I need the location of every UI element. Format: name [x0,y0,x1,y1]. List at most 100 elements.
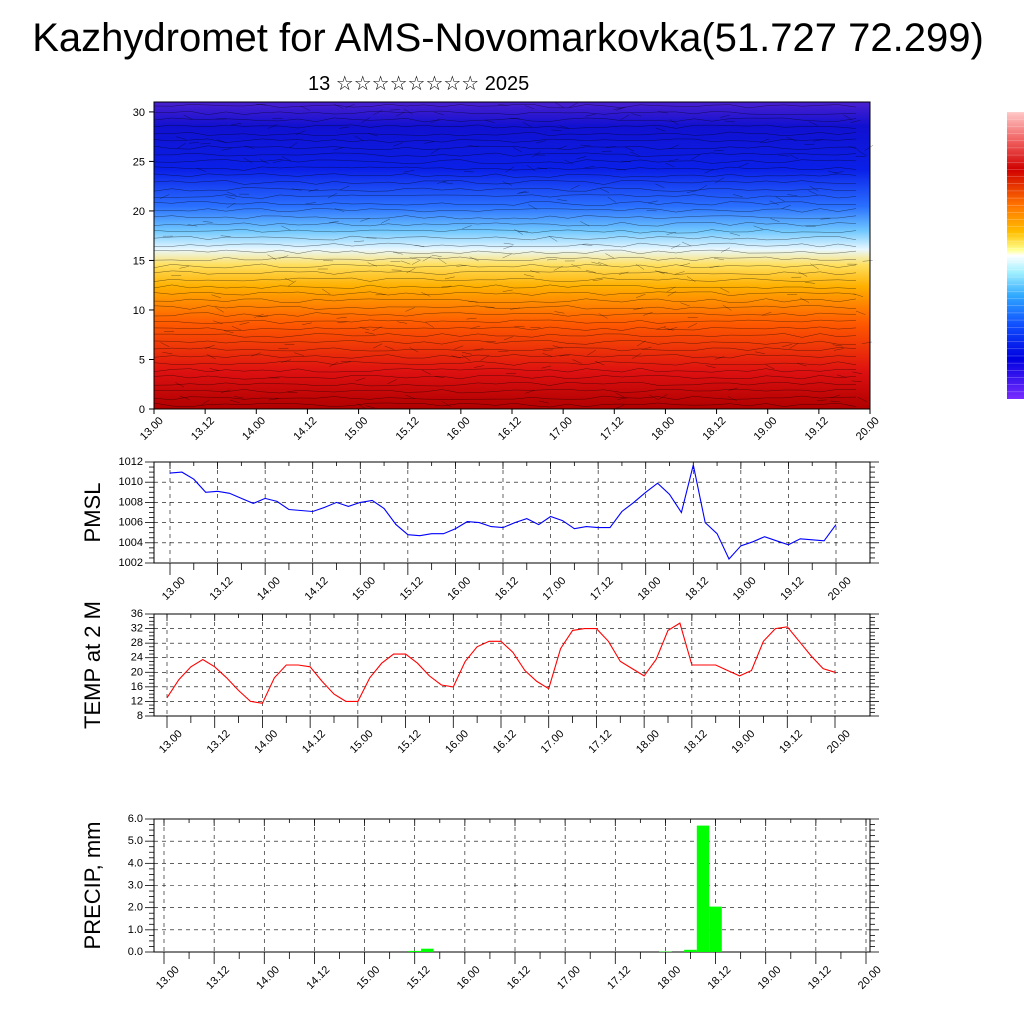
wind-barb [836,374,847,378]
wind-barb [372,326,382,331]
precip-panel: 0.0 1.0 2.0 3.0 4.0 5.0 6.0 13.00 13.12 14.00 14.1… [80,813,884,992]
wind-barb [354,135,364,141]
wind-barb [617,397,628,400]
wind-barb [630,151,640,156]
wind-barb [857,397,868,402]
wind-barb [636,340,646,347]
wind-barb [200,399,210,406]
x-tick-label: 18.00 [636,575,664,603]
wind-barb [526,165,536,172]
x-tick-label: 15.12 [394,415,422,443]
wind-barb [728,387,739,391]
wind-barb [392,251,403,255]
wind-barb [648,200,658,204]
x-tick-label: 16.12 [493,575,521,603]
wind-barb [380,218,391,224]
y-tick-label: 8 [137,710,143,722]
wind-streamline [153,263,857,269]
wind-barb [456,264,467,267]
wind-barb [409,257,420,260]
x-tick-label: 14.00 [255,575,283,603]
y-tick-label: 15 [133,255,145,267]
x-tick-label: 20.00 [854,415,882,443]
wind-barb [830,400,841,402]
wind-barb [796,362,807,367]
wind-barb [333,147,344,151]
wind-barb [810,263,819,270]
page-title: Kazhydromet for AMS-Novomarkovka(51.727 … [32,16,984,60]
wind-barb [373,343,383,349]
wind-barb [850,120,861,123]
wind-barb [421,292,431,297]
wind-barb [632,353,642,359]
y-tick-label: 36 [131,608,143,620]
wind-barb [656,326,667,330]
wind-barb [503,336,514,341]
x-tick-label: 15.00 [342,415,370,443]
wind-barb [229,399,240,404]
wind-barb [187,224,198,227]
wind-barb [321,288,331,295]
wind-barb [775,196,785,202]
wind-barb [188,142,200,144]
wind-barb [434,376,445,379]
wind-barb [862,260,873,262]
wind-barb [176,136,186,140]
precip-bar [421,948,434,952]
wind-barb [518,191,529,194]
wind-barb [226,202,236,209]
wind-barb [585,270,596,273]
wind-streamline [153,145,856,150]
wind-streamline [153,117,857,123]
x-tick-label: 19.00 [731,575,759,603]
wind-barb [355,377,366,382]
wind-barb [686,276,696,283]
wind-barb [339,126,349,129]
wind-barb [582,244,593,246]
wind-barb [855,310,866,315]
wind-barb [424,141,435,144]
wind-barb [666,231,677,235]
wind-barb [542,349,553,351]
x-tick-label: 16.12 [496,415,524,443]
wind-streamline [153,402,857,408]
wind-barb [730,232,740,236]
wind-streamline [153,305,857,310]
wind-barb [755,351,766,355]
pmsl-panel: 1002 1004 1006 1008 1010 1012 13.00 13.12 14.00 1… [80,456,879,603]
wind-barb [799,297,810,303]
wind-barb [421,369,431,375]
wind-barb [753,225,763,230]
x-tick-label: 15.12 [405,964,433,992]
wind-barb [620,114,630,121]
wind-barb [211,294,221,299]
x-tick-label: 19.12 [803,415,831,443]
wind-barb [403,170,414,173]
wind-barb [462,351,472,355]
x-tick-label: 18.12 [705,964,733,992]
wind-barb [832,344,843,347]
wind-barb [258,315,269,318]
wind-barb [551,129,562,132]
wind-barb [287,280,297,287]
wind-barb [334,208,345,212]
wind-barb [658,394,668,400]
wind-barb [666,286,676,293]
wind-barb [397,321,408,324]
wind-barb [231,122,242,126]
wind-barb [808,190,818,195]
y-tick-label: 6.0 [128,813,143,825]
x-tick-label: 13.00 [138,415,166,443]
wind-barb [669,119,679,126]
wind-barb [615,404,625,410]
wind-streamline [153,242,857,248]
wind-barb [759,138,770,143]
wind-barb [557,145,567,150]
wind-streamline [153,298,857,303]
wind-barb [613,107,624,110]
wind-streamline [153,361,857,366]
wind-barb [441,285,452,288]
x-tick-label: 15.00 [350,575,378,603]
wind-barb [714,356,725,360]
wind-barb [503,242,514,245]
